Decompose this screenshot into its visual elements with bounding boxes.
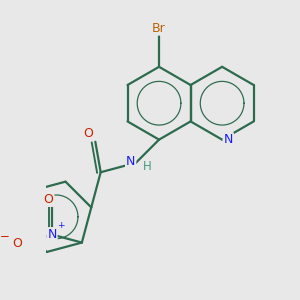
Text: N: N xyxy=(126,155,135,168)
Text: N: N xyxy=(47,228,57,241)
Text: +: + xyxy=(57,221,64,230)
Text: −: − xyxy=(0,230,10,243)
Text: O: O xyxy=(83,127,93,140)
Text: O: O xyxy=(44,193,53,206)
Text: Br: Br xyxy=(152,22,166,34)
Text: N: N xyxy=(224,133,233,146)
Text: H: H xyxy=(143,160,152,173)
Text: O: O xyxy=(13,237,22,250)
